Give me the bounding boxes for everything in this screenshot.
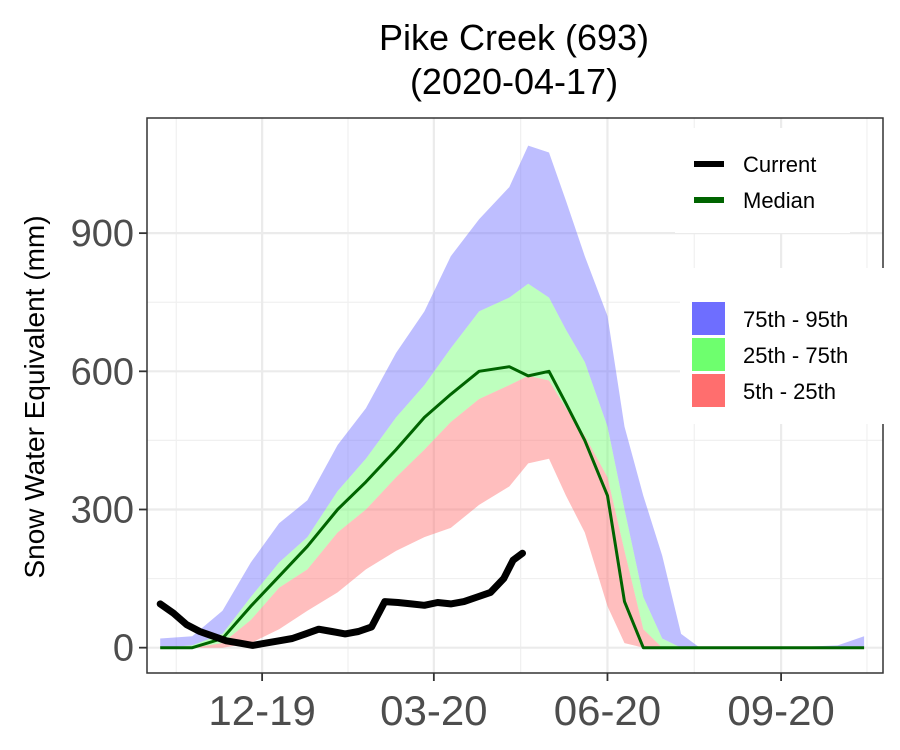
legend-key-p5_25: [692, 374, 725, 407]
chart-subtitle: (2020-04-17): [410, 61, 618, 102]
current-line: [156, 549, 526, 649]
legend-label-p25_75: 25th - 75th: [743, 343, 848, 368]
chart-title: Pike Creek (693): [379, 17, 649, 58]
x-tick-label: 12-19: [208, 687, 315, 734]
percentile-bands: [160, 145, 865, 648]
y-tick-label: 600: [71, 351, 134, 393]
legend-bands: 75th - 95th 25th - 75th 5th - 25th: [680, 268, 885, 424]
y-tick-label: 900: [71, 213, 134, 255]
y-tick-label: 300: [71, 489, 134, 531]
y-axis-ticks: 0 300 600 900: [71, 213, 147, 670]
legend-label-p5_25: 5th - 25th: [743, 379, 836, 404]
legend-key-p25_75: [692, 338, 725, 371]
legend-label-p75_95: 75th - 95th: [743, 307, 848, 332]
legend-key-p75_95: [692, 302, 725, 335]
x-axis-ticks: 12-19 03-20 06-20 09-20: [208, 673, 835, 734]
band-25-75: [160, 283, 865, 648]
x-tick-label: 03-20: [380, 687, 487, 734]
legend-lines-bg: [675, 128, 850, 233]
x-tick-label: 06-20: [554, 687, 661, 734]
legend-lines: Current Median: [675, 128, 850, 233]
y-axis-label: Snow Water Equivalent (mm): [19, 215, 50, 578]
x-tick-label: 09-20: [727, 687, 834, 734]
major-gridlines: [147, 118, 883, 673]
median-line: [160, 365, 865, 650]
legend-label-current: Current: [743, 152, 816, 177]
legend-label-median: Median: [743, 188, 815, 213]
series-lines: [156, 365, 865, 650]
band-75-95: [160, 145, 865, 648]
y-tick-label: 0: [113, 628, 134, 670]
band-5-25: [160, 375, 865, 648]
